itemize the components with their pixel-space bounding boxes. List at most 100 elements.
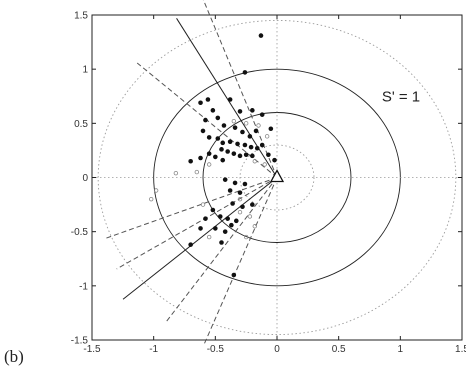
data-point-filled (232, 180, 238, 186)
data-point-filled (230, 201, 235, 206)
data-point-filled (225, 149, 230, 154)
data-point-filled (237, 109, 243, 114)
points-layer (148, 33, 277, 278)
data-point-filled (272, 157, 277, 163)
data-point-filled (253, 128, 259, 134)
data-point-hollow (153, 188, 159, 193)
data-point-hollow (264, 134, 270, 139)
data-point-filled (247, 134, 253, 139)
data-point-filled (220, 140, 226, 146)
data-point-filled (222, 229, 228, 234)
rays-layer (105, 0, 278, 345)
data-point-filled (213, 154, 218, 160)
data-point-filled (203, 216, 208, 221)
data-point-hollow (252, 159, 257, 164)
data-point-hollow (206, 162, 212, 167)
ray-5 (122, 177, 278, 300)
data-point-hollow (243, 234, 249, 240)
y-tick-label: 0.5 (74, 119, 88, 130)
x-tick-label: 1 (398, 344, 404, 355)
data-point-filled (237, 153, 243, 159)
data-point-filled (240, 204, 245, 210)
data-point-hollow (194, 169, 200, 175)
data-point-filled (235, 141, 240, 147)
y-tick-label: 0 (82, 173, 88, 184)
data-point-filled (188, 242, 193, 247)
data-point-filled (220, 157, 226, 163)
data-point-filled (258, 33, 264, 38)
data-point-filled (232, 125, 238, 130)
data-point-filled (219, 240, 224, 245)
data-point-filled (248, 144, 254, 150)
data-point-hollow (256, 123, 261, 128)
data-point-filled (242, 142, 248, 148)
x-tick-label: -0.5 (207, 344, 225, 355)
data-point-hollow (243, 121, 249, 126)
data-point-filled (240, 129, 245, 135)
data-point-filled (243, 152, 249, 158)
ray-1 (176, 18, 278, 178)
x-tick-label: 0 (274, 344, 280, 355)
data-point-hollow (173, 170, 179, 176)
data-point-filled (225, 216, 230, 221)
data-point-hollow (237, 196, 243, 202)
data-point-filled (217, 214, 223, 219)
data-point-filled (198, 100, 203, 106)
data-point-filled (259, 142, 265, 148)
ray-4 (116, 177, 278, 270)
data-point-filled (250, 153, 255, 159)
x-tick-label: 0.5 (332, 344, 346, 355)
ray-0 (202, 0, 278, 178)
data-point-filled (268, 126, 274, 132)
x-tick-label: -1 (149, 344, 158, 355)
ray-3 (105, 177, 278, 239)
data-point-filled (229, 222, 234, 228)
data-point-hollow (206, 234, 212, 240)
s-prime-annotation: S' = 1 (382, 89, 420, 106)
y-tick-label: -1 (79, 281, 88, 292)
y-tick-label: -1.5 (71, 336, 89, 347)
data-point-filled (203, 117, 208, 123)
x-tick-label: -1.5 (83, 344, 101, 355)
data-point-filled (227, 97, 233, 102)
y-tick-label: -0.5 (71, 227, 89, 238)
data-point-hollow (237, 209, 243, 215)
data-point-filled (219, 147, 224, 152)
data-point-filled (250, 108, 255, 113)
data-point-filled (206, 151, 212, 156)
data-point-filled (250, 202, 255, 207)
data-point-filled (227, 188, 233, 193)
data-point-filled (254, 145, 260, 151)
data-point-filled (231, 272, 237, 278)
data-point-hollow (262, 162, 267, 167)
data-point-filled (198, 155, 203, 161)
data-point-filled (237, 190, 243, 195)
data-point-filled (198, 226, 203, 231)
data-point-filled (242, 181, 248, 187)
data-point-filled (231, 151, 237, 156)
data-point-hollow (231, 118, 237, 124)
data-point-filled (213, 226, 218, 231)
data-point-filled (266, 152, 271, 158)
data-point-filled (188, 158, 193, 164)
ray-7 (203, 177, 278, 345)
data-point-filled (227, 139, 233, 145)
data-point-hollow (148, 196, 154, 202)
data-point-filled (242, 70, 248, 75)
x-tick-label: 1.5 (455, 344, 466, 355)
data-point-filled (221, 123, 227, 128)
data-point-filled (215, 115, 221, 121)
data-point-filled (234, 218, 239, 224)
y-tick-label: 1 (82, 65, 88, 76)
circle-r-3 (97, 19, 457, 336)
panel-label: (b) (4, 347, 24, 366)
ticks-layer: -1.5 -1 -0.5 0 0.5 1 1.5 1.5 1 0.5 0 -0.5 -1 -1.5 (71, 11, 466, 356)
ray-6 (166, 177, 278, 322)
data-point-filled (259, 112, 265, 117)
origin-triangle-marker (269, 169, 285, 183)
data-point-hollow (200, 202, 206, 207)
data-point-hollow (247, 214, 253, 219)
data-point-hollow (252, 224, 257, 229)
data-point-filled (210, 207, 216, 213)
